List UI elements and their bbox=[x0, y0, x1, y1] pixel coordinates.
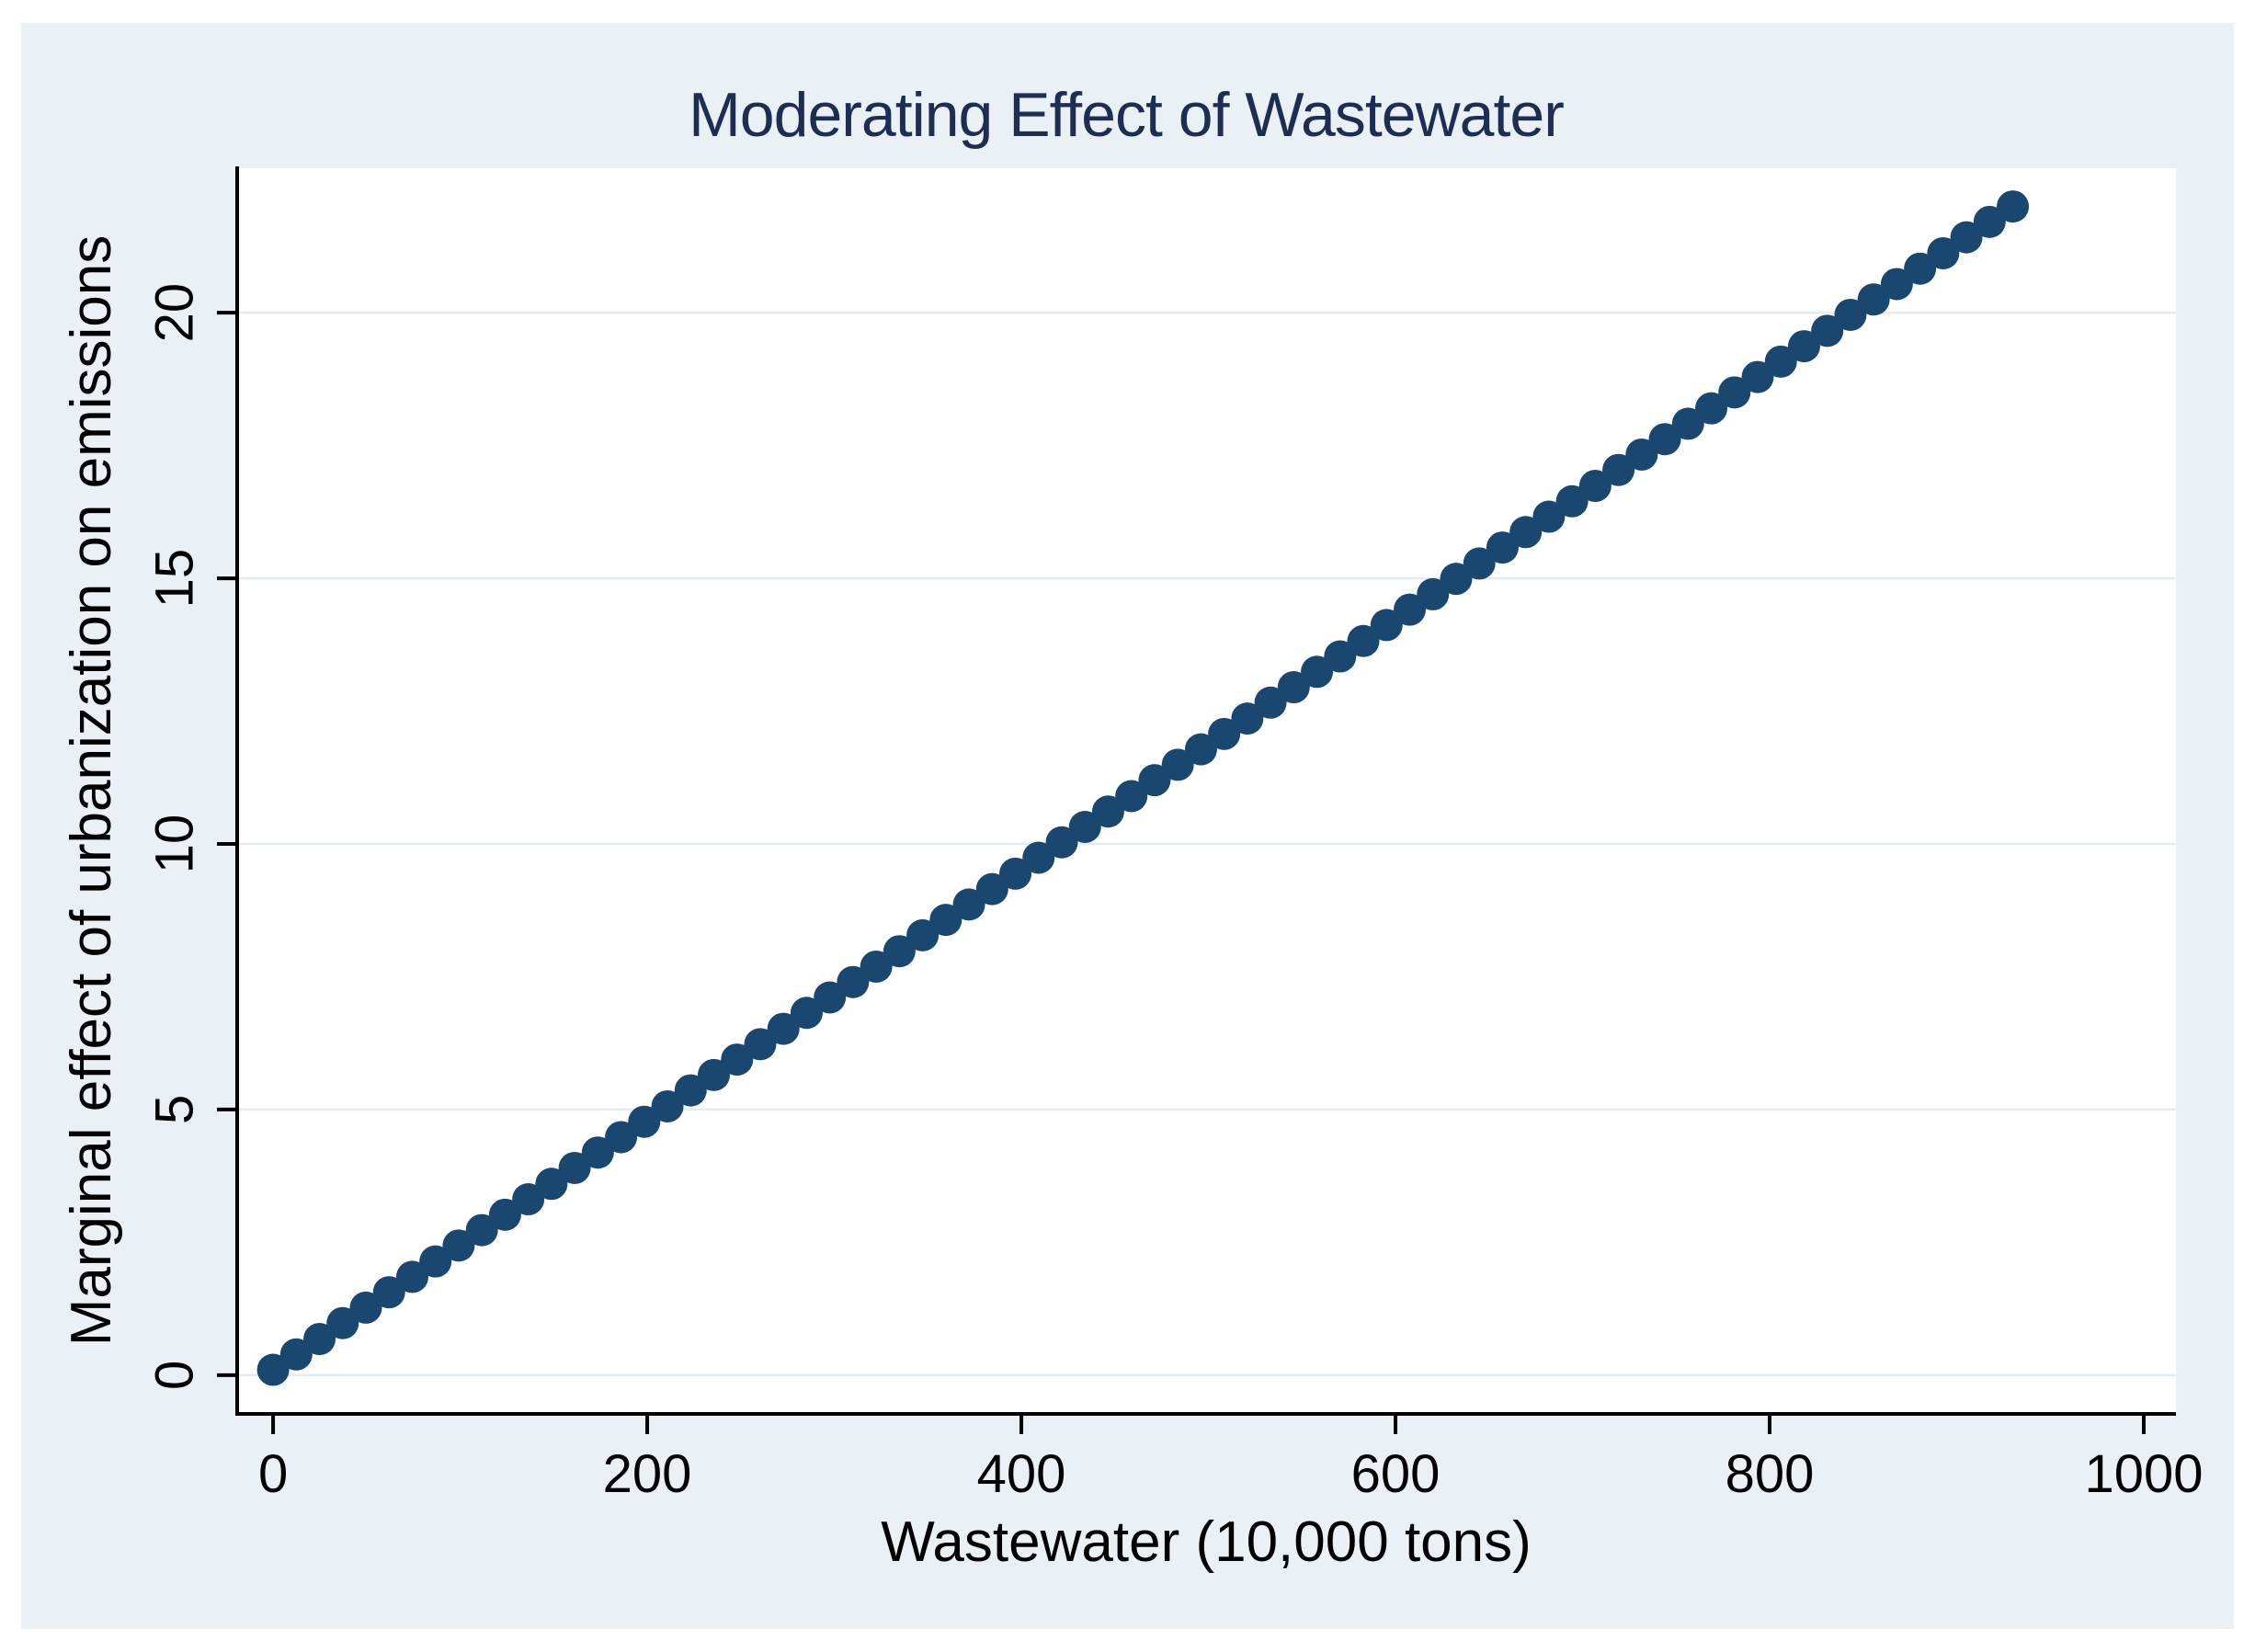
data-point bbox=[1277, 671, 1310, 704]
data-point bbox=[488, 1198, 521, 1231]
y-tick-label-0: 0 bbox=[145, 1361, 205, 1390]
data-point bbox=[1880, 268, 1913, 301]
data-point bbox=[1718, 376, 1751, 409]
data-point bbox=[1254, 686, 1287, 719]
data-point bbox=[814, 981, 847, 1014]
data-point bbox=[1532, 500, 1566, 533]
data-point bbox=[465, 1213, 498, 1247]
data-point bbox=[1231, 702, 1264, 735]
y-tick-label-15: 15 bbox=[145, 549, 205, 609]
chart-title: Moderating Effect of Wastewater bbox=[689, 80, 1564, 150]
data-point bbox=[558, 1151, 591, 1184]
data-point bbox=[697, 1058, 730, 1091]
data-point bbox=[651, 1089, 684, 1122]
x-tick-label-400: 400 bbox=[977, 1444, 1066, 1504]
data-point bbox=[1370, 609, 1403, 642]
data-point bbox=[279, 1338, 313, 1371]
data-point bbox=[744, 1028, 777, 1061]
data-point bbox=[721, 1043, 754, 1077]
data-point bbox=[837, 965, 870, 998]
data-point bbox=[1347, 624, 1380, 657]
graph-region: 0 5 10 15 20 0 200 400 600 800 1000 Moderating Eff… bbox=[21, 23, 2234, 1629]
data-point bbox=[1741, 360, 1774, 393]
data-point bbox=[581, 1136, 614, 1169]
x-axis-title: Wastewater (10,000 tons) bbox=[881, 1510, 1532, 1574]
y-tick-label-5: 5 bbox=[145, 1095, 205, 1124]
data-point bbox=[395, 1260, 428, 1293]
data-point bbox=[1648, 423, 1681, 456]
data-point bbox=[1022, 841, 1055, 874]
data-point bbox=[303, 1323, 336, 1356]
data-point bbox=[906, 918, 940, 951]
data-point bbox=[999, 857, 1032, 890]
data-point bbox=[1045, 826, 1078, 859]
data-point bbox=[1927, 236, 1960, 269]
data-point bbox=[442, 1229, 475, 1262]
data-point bbox=[1393, 593, 1426, 626]
data-point bbox=[952, 888, 985, 921]
data-point bbox=[1486, 531, 1519, 564]
data-point bbox=[1138, 764, 1171, 797]
data-point bbox=[767, 1012, 800, 1045]
data-point bbox=[860, 950, 893, 983]
data-point bbox=[1950, 221, 1983, 254]
x-tick-label-1000: 1000 bbox=[2084, 1444, 2203, 1504]
data-point bbox=[419, 1245, 452, 1278]
data-point bbox=[929, 904, 962, 937]
y-axis-title: Marginal effect of urbanization on emiss… bbox=[60, 235, 123, 1347]
x-tick-label-800: 800 bbox=[1725, 1444, 1815, 1504]
data-point bbox=[1324, 640, 1357, 673]
data-point bbox=[1440, 563, 1473, 596]
data-point bbox=[1857, 283, 1890, 316]
data-point bbox=[1695, 392, 1728, 425]
x-tick-label-0: 0 bbox=[258, 1444, 288, 1504]
data-point bbox=[1161, 748, 1194, 781]
data-point bbox=[1115, 780, 1148, 813]
data-point bbox=[975, 872, 1008, 906]
data-point bbox=[326, 1306, 359, 1339]
data-point bbox=[883, 935, 916, 968]
data-point bbox=[1834, 298, 1867, 331]
data-point bbox=[372, 1276, 405, 1309]
data-point bbox=[1811, 314, 1844, 347]
data-point bbox=[1184, 733, 1217, 766]
data-point bbox=[1509, 516, 1543, 549]
data-point bbox=[1671, 407, 1704, 440]
data-point bbox=[1301, 655, 1334, 689]
data-point bbox=[628, 1105, 661, 1138]
data-point bbox=[1091, 795, 1124, 828]
y-tick-label-20: 20 bbox=[145, 283, 205, 343]
plot-area bbox=[237, 168, 2176, 1414]
data-point bbox=[1973, 205, 2006, 238]
data-point bbox=[1904, 252, 1937, 285]
data-point bbox=[1068, 811, 1101, 844]
data-point bbox=[1578, 470, 1612, 503]
y-tick-label-10: 10 bbox=[145, 815, 205, 874]
data-point bbox=[1625, 438, 1658, 471]
data-point bbox=[1463, 547, 1496, 580]
data-point bbox=[1787, 330, 1820, 363]
data-point bbox=[1602, 453, 1635, 486]
data-point bbox=[1764, 345, 1797, 378]
data-point bbox=[1208, 717, 1241, 750]
x-tick-label-200: 200 bbox=[603, 1444, 692, 1504]
data-point bbox=[674, 1074, 707, 1107]
data-point bbox=[1417, 577, 1450, 610]
data-point bbox=[790, 997, 823, 1030]
data-point bbox=[349, 1291, 382, 1324]
data-point bbox=[512, 1183, 545, 1216]
data-point bbox=[256, 1353, 290, 1386]
data-point bbox=[1555, 484, 1589, 518]
data-point bbox=[1997, 190, 2030, 223]
data-point bbox=[535, 1168, 568, 1201]
x-tick-label-600: 600 bbox=[1351, 1444, 1441, 1504]
data-point bbox=[605, 1121, 638, 1154]
